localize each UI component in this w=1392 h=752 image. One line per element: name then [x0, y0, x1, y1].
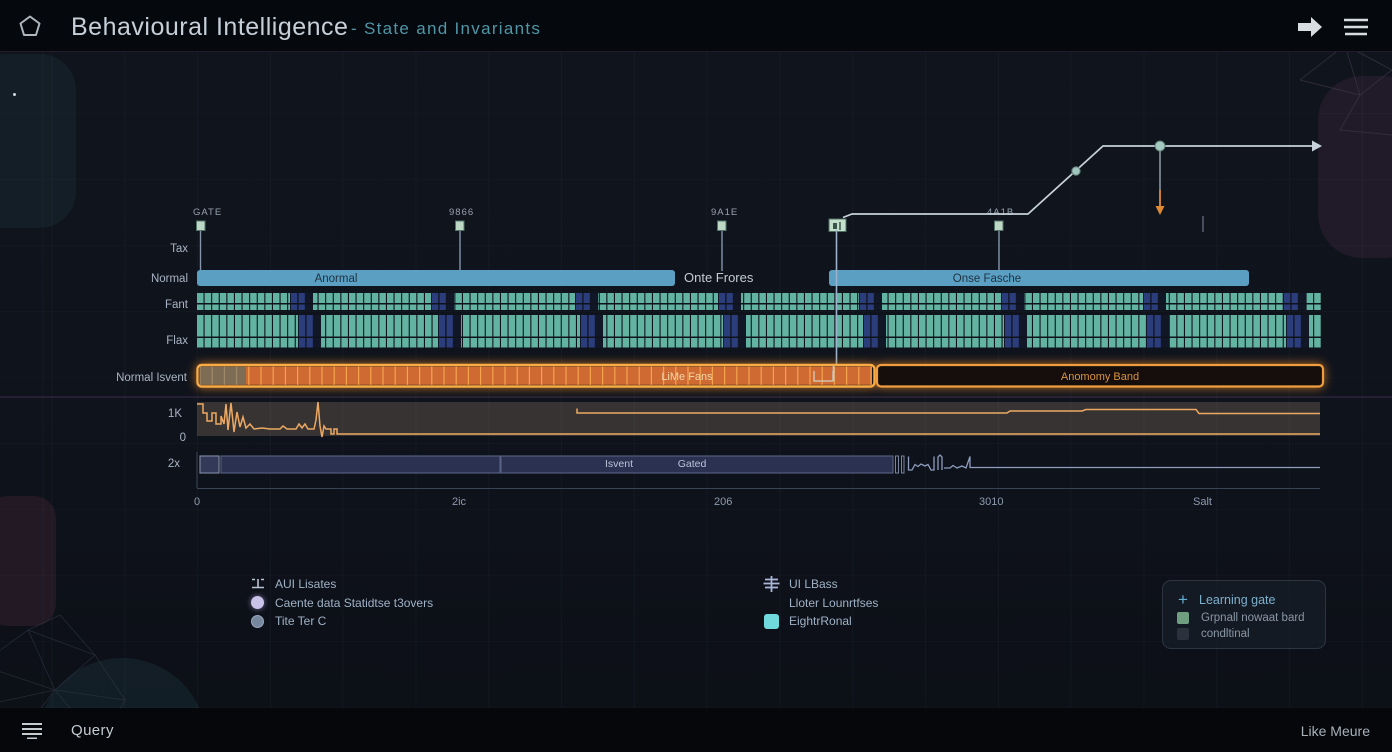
- svg-text:206: 206: [714, 496, 732, 508]
- svg-text:0: 0: [180, 432, 186, 444]
- svg-text:Onte Frores: Onte Frores: [684, 270, 754, 285]
- svg-text:3010: 3010: [979, 496, 1003, 508]
- svg-text:Flax: Flax: [166, 335, 188, 347]
- svg-text:9866: 9866: [449, 207, 474, 218]
- svg-text:Salt: Salt: [1193, 496, 1212, 508]
- svg-text:Anormal: Anormal: [315, 273, 358, 285]
- svg-text:Gated: Gated: [678, 458, 707, 470]
- svg-text:2ic: 2ic: [452, 496, 467, 508]
- svg-text:Isvent: Isvent: [605, 458, 633, 470]
- svg-text:GATE: GATE: [193, 207, 222, 218]
- svg-text:LiMe Fans: LiMe Fans: [661, 371, 713, 383]
- svg-text:Onse Fasche: Onse Fasche: [953, 273, 1021, 285]
- svg-text:0: 0: [194, 496, 200, 508]
- svg-text:Fant: Fant: [165, 299, 189, 311]
- svg-text:Normal Isvent: Normal Isvent: [116, 372, 188, 384]
- svg-text:4A1B: 4A1B: [987, 207, 1014, 218]
- svg-text:9A1E: 9A1E: [711, 207, 738, 218]
- svg-text:Anomomy Band: Anomomy Band: [1061, 371, 1139, 383]
- svg-text:2x: 2x: [168, 458, 180, 470]
- svg-text:1K: 1K: [168, 408, 182, 420]
- svg-text:Tax: Tax: [170, 243, 188, 255]
- svg-text:Normal: Normal: [151, 273, 188, 285]
